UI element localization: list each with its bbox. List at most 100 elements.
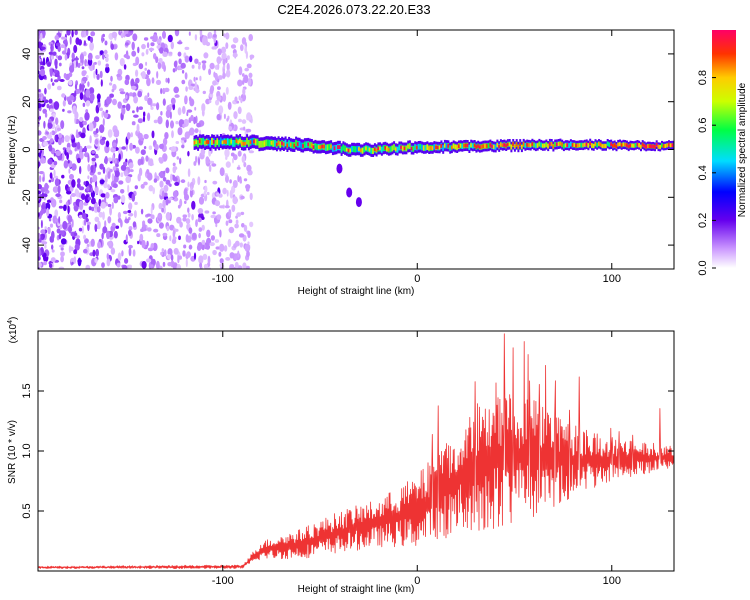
signal-band-mid bbox=[295, 139, 298, 147]
signal-band-mid bbox=[471, 143, 474, 149]
noise-speckle bbox=[159, 180, 164, 188]
noise-speckle bbox=[155, 56, 159, 64]
signal-band-core bbox=[520, 145, 523, 149]
signal-band-core bbox=[358, 147, 361, 151]
signal-band-mid bbox=[608, 142, 611, 148]
signal-band-core bbox=[429, 146, 432, 150]
noise-speckle bbox=[190, 83, 196, 87]
noise-speckle bbox=[163, 184, 169, 193]
signal-band-core bbox=[612, 144, 614, 148]
noise-speckle bbox=[100, 136, 107, 141]
noise-speckle bbox=[187, 212, 191, 218]
noise-speckle bbox=[212, 34, 217, 38]
noise-speckle bbox=[242, 79, 245, 85]
noise-speckle bbox=[66, 96, 70, 102]
noise-speckle bbox=[205, 98, 211, 105]
noise-speckle bbox=[131, 50, 137, 57]
noise-speckle bbox=[237, 79, 243, 87]
noise-speckle bbox=[129, 92, 133, 97]
noise-speckle bbox=[145, 48, 149, 55]
signal-band-mid bbox=[211, 137, 214, 145]
noise-speckle bbox=[217, 75, 223, 80]
noise-speckle bbox=[41, 241, 48, 245]
signal-band-core bbox=[307, 142, 310, 147]
signal-band-mid bbox=[340, 146, 343, 153]
noise-speckle bbox=[133, 210, 137, 219]
noise-speckle bbox=[130, 78, 135, 88]
noise-speckle bbox=[148, 185, 154, 192]
signal-band-core bbox=[254, 140, 257, 144]
noise-speckle bbox=[95, 68, 98, 76]
noise-speckle bbox=[41, 204, 46, 210]
noise-speckle bbox=[200, 148, 206, 156]
noise-speckle bbox=[165, 119, 169, 129]
noise-speckle bbox=[144, 67, 147, 71]
noise-speckle bbox=[77, 178, 81, 184]
signal-band-mid bbox=[396, 146, 399, 153]
noise-speckle bbox=[158, 157, 164, 164]
noise-speckle bbox=[135, 56, 140, 66]
noise-speckle bbox=[163, 64, 167, 72]
noise-speckle bbox=[135, 69, 139, 77]
noise-speckle bbox=[157, 61, 162, 70]
noise-speckle bbox=[241, 223, 245, 228]
noise-speckle bbox=[54, 134, 57, 142]
noise-speckle bbox=[68, 80, 73, 86]
signal-band-core bbox=[394, 147, 397, 152]
noise-speckle bbox=[221, 52, 227, 61]
noise-speckle bbox=[66, 30, 71, 36]
signal-band-core bbox=[436, 145, 439, 150]
noise-speckle bbox=[241, 119, 247, 124]
noise-speckle bbox=[51, 130, 56, 136]
noise-speckle bbox=[110, 189, 116, 193]
noise-speckle bbox=[211, 46, 216, 50]
noise-speckle bbox=[106, 230, 110, 240]
noise-speckle bbox=[69, 195, 72, 205]
noise-speckle bbox=[40, 157, 46, 164]
noise-speckle bbox=[234, 240, 240, 247]
noise-speckle bbox=[120, 32, 124, 39]
noise-speckle bbox=[195, 155, 198, 164]
spectrogram-y-label: Frequency (Hz) bbox=[7, 116, 18, 185]
noise-speckle bbox=[90, 238, 95, 247]
noise-speckle bbox=[54, 34, 60, 41]
noise-speckle bbox=[165, 109, 171, 119]
noise-speckle bbox=[169, 111, 172, 120]
noise-speckle bbox=[89, 93, 95, 102]
signal-band-mid bbox=[449, 145, 452, 151]
signal-band-mid bbox=[352, 146, 355, 153]
noise-speckle bbox=[82, 70, 87, 75]
noise-speckle bbox=[111, 202, 114, 209]
noise-speckle bbox=[68, 224, 72, 234]
noise-speckle bbox=[147, 97, 152, 106]
signal-band-core bbox=[470, 143, 473, 148]
noise-speckle bbox=[101, 111, 104, 118]
signal-band-core bbox=[552, 144, 555, 149]
noise-speckle bbox=[51, 249, 55, 253]
noise-speckle bbox=[93, 70, 96, 79]
noise-speckle bbox=[132, 110, 135, 114]
noise-speckle bbox=[240, 211, 245, 216]
noise-speckle bbox=[172, 162, 176, 167]
noise-speckle bbox=[172, 236, 177, 240]
signal-band-mid bbox=[370, 147, 373, 154]
noise-speckle bbox=[97, 241, 102, 249]
noise-speckle bbox=[201, 216, 205, 221]
noise-speckle bbox=[113, 196, 119, 204]
noise-speckle bbox=[132, 33, 138, 42]
noise-speckle bbox=[140, 137, 145, 141]
signal-band-core bbox=[454, 145, 457, 149]
noise-speckle bbox=[91, 206, 95, 212]
noise-speckle bbox=[73, 201, 77, 207]
noise-speckle bbox=[81, 66, 85, 70]
colorbar: 0.0 0.2 0.4 0.6 0.8 Normalized spectral ampl… bbox=[697, 30, 748, 276]
noise-speckle bbox=[164, 192, 168, 197]
noise-speckle bbox=[139, 233, 144, 242]
noise-speckle bbox=[128, 162, 134, 169]
noise-speckle bbox=[141, 261, 147, 269]
noise-speckle bbox=[135, 77, 140, 84]
snr-multiplier-base: (x10 bbox=[8, 323, 19, 343]
noise-speckle bbox=[170, 173, 173, 182]
noise-speckle bbox=[59, 199, 63, 204]
noise-speckle bbox=[99, 70, 103, 79]
